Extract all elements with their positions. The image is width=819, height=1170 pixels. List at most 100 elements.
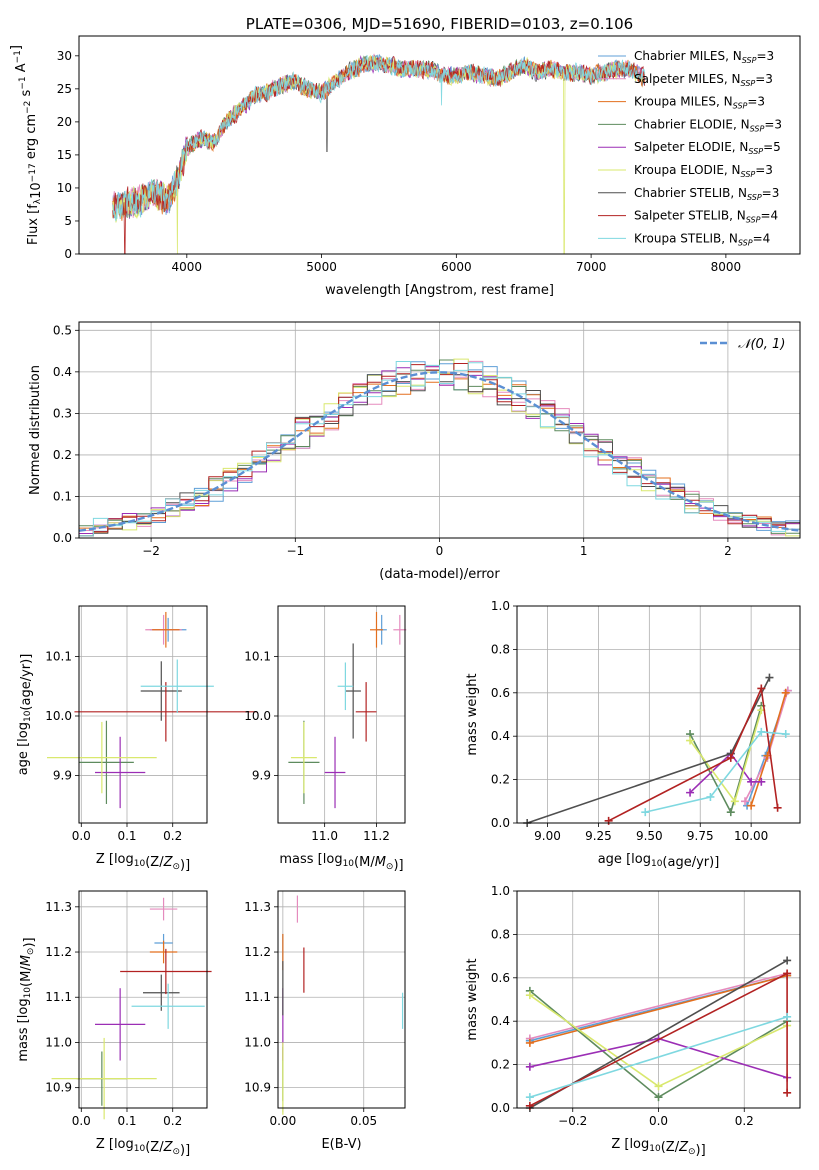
y-tick-label: 0.8 bbox=[491, 927, 510, 941]
x-tick-label: 5000 bbox=[306, 260, 337, 274]
y-tick-label: 11.1 bbox=[244, 990, 271, 1004]
y-tick-label: 20 bbox=[57, 115, 72, 129]
y-tick-label: 11.0 bbox=[45, 1035, 72, 1049]
residual-histogram-panel: −2 −1 0 1 2 0.0 0.1 0.2 0.3 0.4 0.5 (data-model)/er… bbox=[28, 321, 801, 582]
x-tick-label: −1 bbox=[286, 544, 304, 558]
histogram-ylabel: Normed distribution bbox=[28, 365, 43, 495]
axes-frame bbox=[516, 605, 801, 824]
x-tick-label: 0.1 bbox=[117, 829, 136, 843]
ebv-vs-mass-panel: 0.00 0.05 10.9 11.0 11.1 11.2 11.3 E(B-V) bbox=[244, 890, 406, 1152]
axes-frame bbox=[516, 890, 801, 1109]
y-tick-label: 0.2 bbox=[491, 1058, 510, 1072]
y-tick-label: 0.6 bbox=[491, 971, 510, 985]
x-tick-label: 0.2 bbox=[163, 829, 182, 843]
spectrum-ylabel: Flux [fλ10−17 erg cm−2 s−1 A−1] bbox=[9, 45, 44, 245]
y-tick-label: 0.0 bbox=[491, 1101, 510, 1115]
x-tick-label: 9.00 bbox=[534, 829, 561, 843]
x-tick-label: 7000 bbox=[576, 260, 607, 274]
mass-weight-marker-salpeter-elodie bbox=[757, 777, 766, 786]
y-tick-label: 10.0 bbox=[244, 709, 271, 723]
x-tick-label: 0.0 bbox=[72, 829, 91, 843]
mass-weight-marker-salpeter-elodie bbox=[747, 777, 756, 786]
legend-label-chabrier-stelib: Chabrier STELIB, NSSP=3 bbox=[634, 186, 779, 202]
mass-weight-marker-salpeter-miles bbox=[741, 797, 750, 806]
y-tick-label: 10 bbox=[57, 181, 72, 195]
mass-weight-marker-kroupa-elodie bbox=[686, 736, 695, 745]
z-vs-age-panel: 0.0 0.1 0.2 9.9 10.0 10.1 Z [log10(Z/Z⊙)] age [… bbox=[16, 605, 258, 873]
mass-weight-marker-chabrier-stelib bbox=[783, 956, 792, 965]
y-tick-label: 1.0 bbox=[491, 599, 510, 613]
z-vs-mass-panel: 0.0 0.1 0.2 10.9 11.0 11.1 11.2 11.3 Z [log10(Z/… bbox=[16, 890, 212, 1158]
y-tick-label: 10.0 bbox=[45, 709, 72, 723]
gaussian-curve bbox=[78, 371, 801, 532]
x-tick-label: 9.75 bbox=[687, 829, 714, 843]
y-tick-label: 0.2 bbox=[53, 448, 72, 462]
y-tick-label: 0.2 bbox=[491, 773, 510, 787]
legend-label-kroupa-stelib: Kroupa STELIB, NSSP=4 bbox=[634, 231, 770, 247]
mass-weight-marker-kroupa-stelib bbox=[706, 792, 715, 801]
y-tick-label: 0.0 bbox=[53, 531, 72, 545]
y-tick-label: 0.4 bbox=[491, 729, 510, 743]
panel7-xlabel: Z [log10(Z/Z⊙)] bbox=[611, 1137, 705, 1158]
mass-weight-marker-salpeter-stelib bbox=[773, 803, 782, 812]
x-tick-label: −0.2 bbox=[558, 1114, 587, 1128]
spectrum-line-kroupa-elodie bbox=[112, 54, 646, 255]
y-tick-label: 25 bbox=[57, 82, 72, 96]
mass-weight-marker-kroupa-miles bbox=[525, 1038, 534, 1047]
spectrum-line-kroupa-stelib bbox=[112, 54, 646, 222]
y-tick-label: 0.4 bbox=[491, 1014, 510, 1028]
spectrum-xlabel: wavelength [Angstrom, rest frame] bbox=[325, 283, 554, 298]
panel5-xlabel: Z [log10(Z/Z⊙)] bbox=[96, 1137, 190, 1158]
age-mass-weight-panel: 9.00 9.25 9.50 9.75 10.00 0.0 0.2 0.4 0.6 0.8 1.0 a… bbox=[465, 599, 801, 870]
y-tick-label: 0.8 bbox=[491, 642, 510, 656]
spectrum-title: PLATE=0306, MJD=51690, FIBERID=0103, z=0… bbox=[246, 15, 633, 33]
mass-weight-marker-chabrier-stelib bbox=[765, 673, 774, 682]
legend-label-chabrier-elodie: Chabrier ELODIE, NSSP=3 bbox=[634, 117, 782, 133]
y-tick-label: 0.0 bbox=[491, 816, 510, 830]
x-tick-label: 9.50 bbox=[636, 829, 663, 843]
y-tick-label: 11.3 bbox=[244, 900, 271, 914]
y-tick-label: 10.1 bbox=[45, 650, 72, 664]
mass-weight-marker-salpeter-stelib bbox=[726, 753, 735, 762]
mass-weight-line-kroupa-stelib bbox=[645, 731, 786, 813]
legend-label-salpeter-elodie: Salpeter ELODIE, NSSP=5 bbox=[634, 140, 781, 156]
z-mass-weight-panel: −0.2 0.0 0.2 0.0 0.2 0.4 0.6 0.8 1.0 Z [log10(Z/Z… bbox=[465, 884, 801, 1158]
mass-weight-marker-kroupa-miles bbox=[747, 801, 756, 810]
legend-label-salpeter-miles: Salpeter MILES, NSSP=3 bbox=[634, 72, 773, 88]
mass-weight-marker-salpeter-stelib bbox=[783, 1088, 792, 1097]
x-tick-label: −2 bbox=[142, 544, 160, 558]
y-tick-label: 11.0 bbox=[244, 1035, 271, 1049]
mass-vs-age-panel: 11.0 11.2 9.9 10.0 10.1 mass [log10(M/M⊙)] bbox=[244, 605, 407, 873]
panel4-xlabel: age [log10(age/yr)] bbox=[598, 852, 720, 870]
x-tick-label: 1 bbox=[580, 544, 588, 558]
x-tick-label: 11.2 bbox=[363, 829, 390, 843]
y-tick-label: 11.1 bbox=[45, 990, 72, 1004]
panel6-xlabel: E(B-V) bbox=[321, 1137, 361, 1152]
x-tick-label: 4000 bbox=[172, 260, 203, 274]
axes-frame bbox=[78, 605, 208, 824]
mass-weight-line-kroupa-stelib bbox=[529, 1016, 788, 1098]
mass-weight-marker-kroupa-miles bbox=[781, 688, 790, 697]
x-tick-label: 0.2 bbox=[735, 1114, 754, 1128]
mass-weight-marker-kroupa-stelib bbox=[757, 727, 766, 736]
axes-frame bbox=[78, 890, 208, 1109]
x-tick-label: 0.0 bbox=[649, 1114, 668, 1128]
y-tick-label: 9.9 bbox=[53, 768, 72, 782]
y-tick-label: 15 bbox=[57, 148, 72, 162]
panel3-xlabel: mass [log10(M/M⊙)] bbox=[279, 852, 403, 873]
y-tick-label: 0.4 bbox=[53, 365, 72, 379]
x-tick-label: 0.05 bbox=[350, 1114, 377, 1128]
mass-weight-line-salpeter-elodie bbox=[689, 752, 762, 794]
x-tick-label: 0.1 bbox=[117, 1114, 136, 1128]
mass-weight-marker-kroupa-stelib bbox=[641, 808, 650, 817]
mass-weight-marker-salpeter-stelib bbox=[604, 816, 613, 825]
mass-weight-marker-kroupa-stelib bbox=[783, 1012, 792, 1021]
x-tick-label: 2 bbox=[724, 544, 732, 558]
mass-weight-marker-kroupa-elodie bbox=[525, 991, 534, 1000]
mass-weight-marker-chabrier-elodie bbox=[654, 1093, 663, 1102]
y-tick-label: 30 bbox=[57, 49, 72, 63]
mass-weight-line-kroupa-miles bbox=[529, 974, 788, 1044]
legend-label-kroupa-miles: Kroupa MILES, NSSP=3 bbox=[634, 95, 765, 111]
legend-label-chabrier-miles: Chabrier MILES, NSSP=3 bbox=[634, 49, 774, 65]
y-tick-label: 11.2 bbox=[45, 945, 72, 959]
